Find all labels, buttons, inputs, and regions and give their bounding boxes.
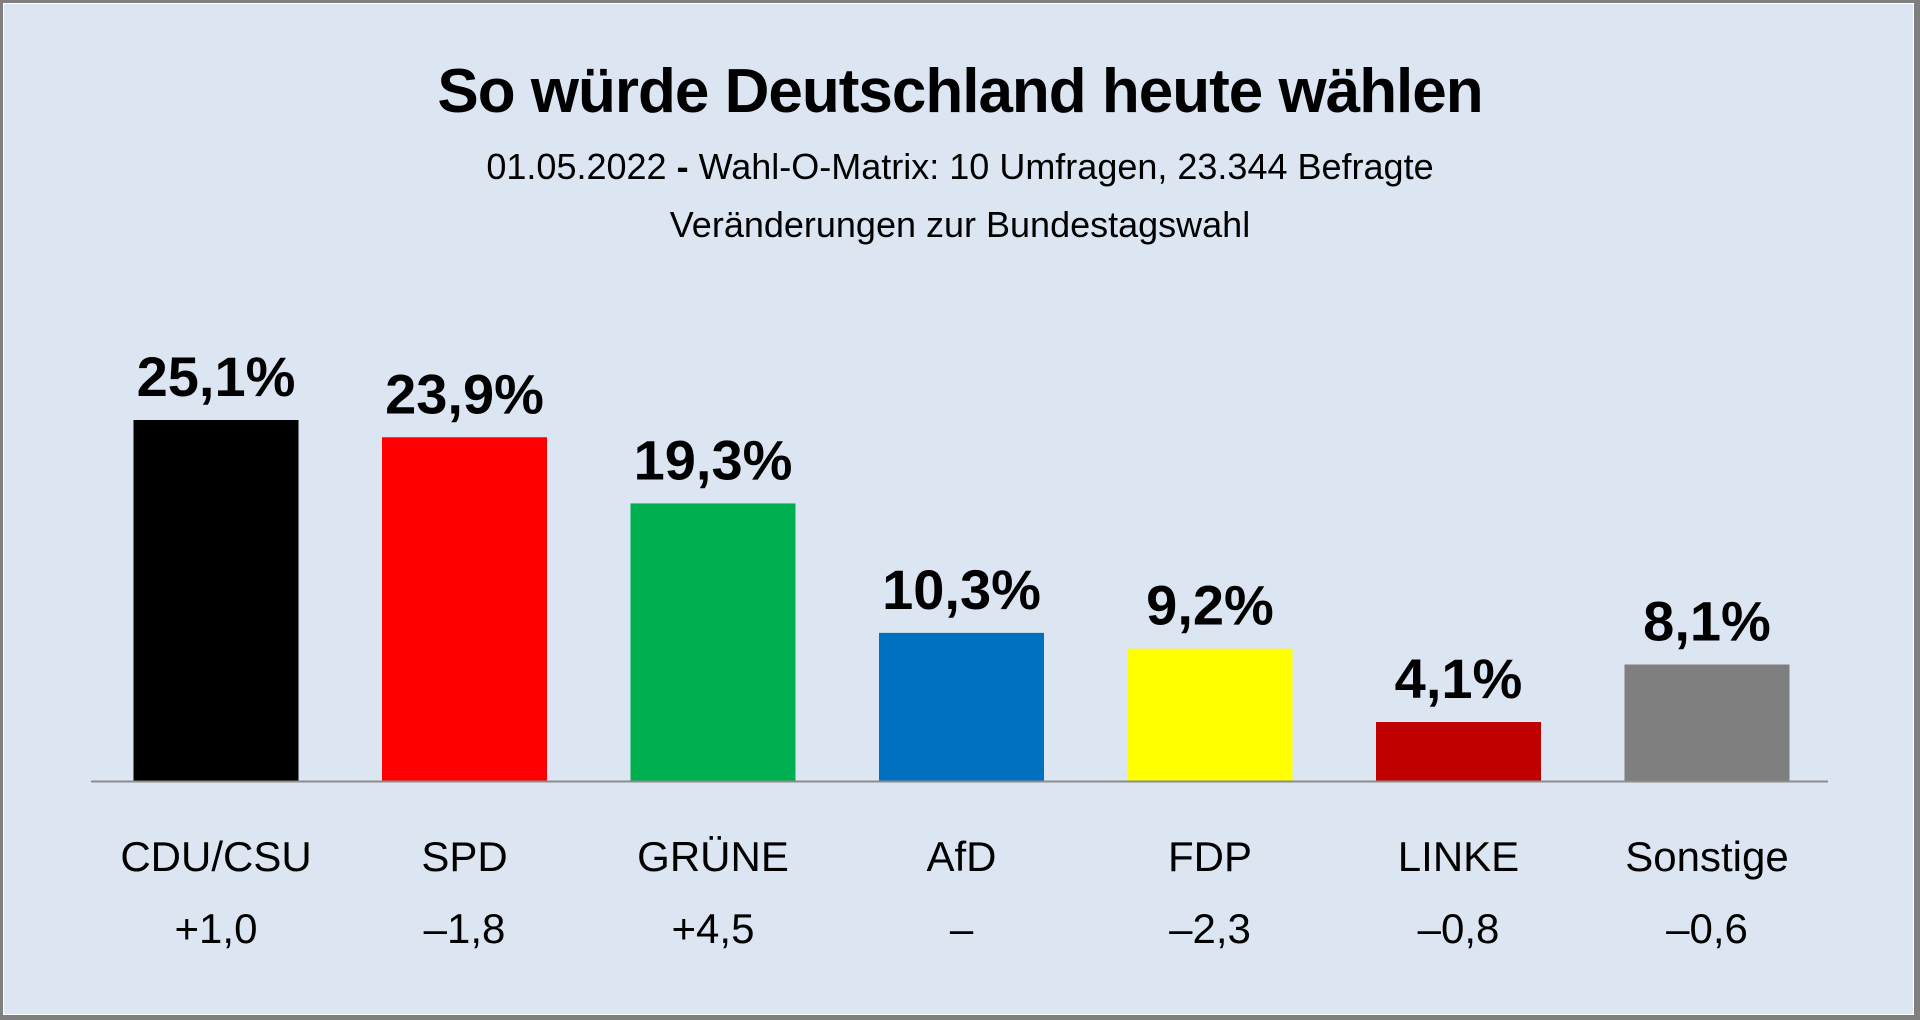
category-label-cdu-csu: CDU/CSU [120, 833, 311, 880]
change-label-linke: –0,8 [1418, 905, 1500, 952]
category-label-gr-ne: GRÜNE [637, 833, 789, 880]
change-label-fdp: –2,3 [1169, 905, 1251, 952]
category-label-afd: AfD [926, 833, 996, 880]
bar-spd [382, 437, 547, 781]
bar-linke [1376, 722, 1541, 781]
value-label-sonstige: 8,1% [1643, 590, 1771, 653]
chart-title: So würde Deutschland heute wählen [437, 57, 1483, 126]
chart-subtitle-changes: Veränderungen zur Bundestagswahl [669, 204, 1251, 245]
value-label-linke: 4,1% [1395, 647, 1523, 710]
change-label-afd: – [950, 905, 974, 952]
category-label-fdp: FDP [1168, 833, 1252, 880]
change-label-gr-ne: +4,5 [672, 905, 755, 952]
value-label-afd: 10,3% [882, 558, 1041, 621]
change-label-cdu-csu: +1,0 [175, 905, 258, 952]
change-label-sonstige: –0,6 [1666, 905, 1748, 952]
labels-group: 25,1% CDU/CSU +1,0 23,9% SPD –1,8 19,3% GRÜNE +4… [120, 345, 1788, 952]
bar-afd [879, 632, 1044, 781]
category-label-linke: LINKE [1398, 833, 1519, 880]
value-label-fdp: 9,2% [1146, 574, 1274, 637]
bar-fdp [1127, 648, 1293, 781]
chart-frame [3, 3, 1914, 1015]
chart-subtitle: 01.05.2022 - Wahl-O-Matrix: 10 Umfragen,… [0, 146, 1920, 188]
value-label-cdu-csu: 25,1% [137, 345, 296, 408]
subtitle-source: Wahl-O-Matrix: 10 Umfragen, 23.344 Befra… [698, 146, 1434, 187]
category-label-spd: SPD [421, 833, 507, 880]
subtitle-separator: - [676, 146, 689, 187]
change-label-spd: –1,8 [424, 905, 506, 952]
category-label-sonstige: Sonstige [1625, 833, 1788, 880]
bars-group [133, 420, 1790, 781]
value-label-spd: 23,9% [385, 362, 544, 425]
bar-cdu-csu [133, 420, 299, 781]
subtitle-date: 01.05.2022 [486, 146, 667, 187]
bar-sonstige [1624, 664, 1790, 781]
bar-gr-ne [630, 503, 796, 781]
value-label-gr-ne: 19,3% [634, 428, 793, 491]
